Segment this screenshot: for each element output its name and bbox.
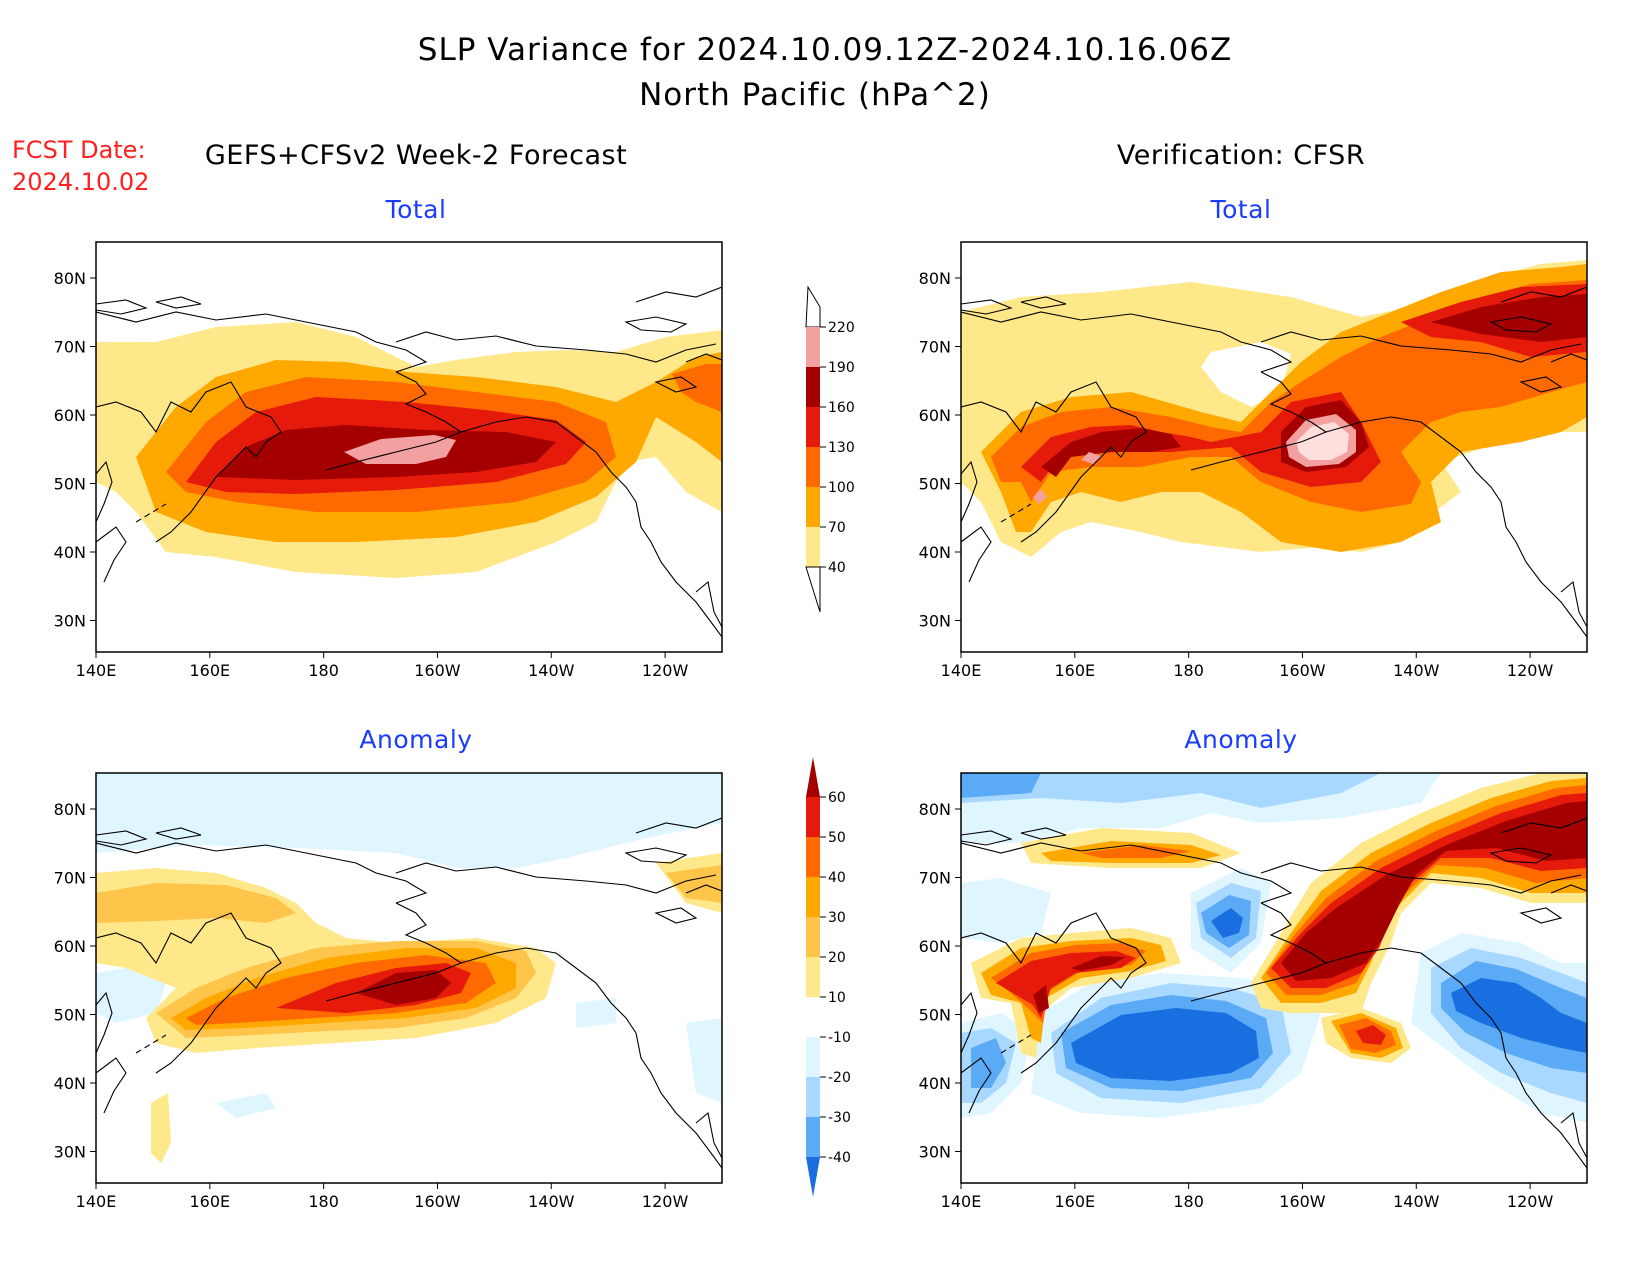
forecast-total-map: [95, 241, 723, 653]
x-tick-label: 180: [1173, 1192, 1204, 1211]
x-tick-label: 140E: [941, 661, 982, 680]
x-tick-label: 120W: [642, 1192, 689, 1211]
x-tick-label: 140E: [941, 1192, 982, 1211]
colorbar-label: 100: [828, 480, 855, 496]
verification-total-frame: [960, 241, 1588, 653]
x-tick-label: 180: [308, 661, 339, 680]
verification-total-subtitle: Total: [1210, 195, 1272, 224]
y-tick-label: 70N: [54, 338, 86, 357]
verification-anomaly-map: [960, 772, 1588, 1184]
colorbar-label: 130: [828, 440, 855, 456]
colorbar-label: 40: [828, 560, 846, 576]
fcst-date-value: 2024.10.02: [12, 168, 149, 196]
y-tick-label: 60N: [54, 937, 86, 956]
forecast-column-title: GEFS+CFSv2 Week-2 Forecast: [205, 140, 627, 171]
verification-total-map: [960, 241, 1588, 653]
anomaly-colorbar: 60 50 40 30 20 10 -10 -20 -30 -40: [806, 757, 851, 1197]
colorbar-label: -40: [828, 1150, 851, 1166]
colorbar-label: 20: [828, 950, 846, 966]
x-tick-label: 120W: [1507, 1192, 1554, 1211]
y-tick-label: 50N: [919, 1006, 951, 1025]
x-tick-label: 160E: [1054, 661, 1095, 680]
x-tick-label: 140W: [528, 661, 575, 680]
x-tick-label: 160W: [414, 661, 461, 680]
colorbar-label: 60: [828, 790, 846, 806]
forecast-anomaly-frame: [95, 772, 723, 1184]
y-tick-label: 30N: [919, 612, 951, 631]
y-tick-label: 70N: [919, 338, 951, 357]
x-tick-label: 180: [1173, 661, 1204, 680]
y-tick-label: 80N: [54, 800, 86, 819]
colorbar-label: 50: [828, 830, 846, 846]
y-tick-label: 80N: [919, 269, 951, 288]
y-tick-label: 40N: [919, 543, 951, 562]
verification-total-shading: [961, 260, 1587, 582]
verification-anomaly-subtitle: Anomaly: [1184, 725, 1297, 754]
anomaly-colorbar-labels: 60 50 40 30 20 10 -10 -20 -30 -40: [820, 790, 851, 1166]
x-tick-label: 120W: [642, 661, 689, 680]
forecast-total-subtitle: Total: [385, 195, 447, 224]
figure-subtitle: North Pacific (hPa^2): [639, 77, 991, 113]
colorbar-label: 30: [828, 910, 846, 926]
x-tick-label: 140E: [76, 1192, 117, 1211]
y-tick-label: 30N: [919, 1143, 951, 1162]
colorbar-label: 160: [828, 400, 855, 416]
y-tick-label: 60N: [919, 937, 951, 956]
forecast-total-shading: [96, 322, 722, 578]
x-tick-label: 160W: [1279, 661, 1326, 680]
y-tick-label: 80N: [54, 269, 86, 288]
axes-layer: 140E 160E 180 160W 140W 120W 80N 70N 60N 50N 40N 30…: [54, 269, 1554, 1211]
y-tick-label: 70N: [54, 869, 86, 888]
colorbar-label: 70: [828, 520, 846, 536]
x-tick-label: 160E: [189, 661, 230, 680]
figure-title: SLP Variance for 2024.10.09.12Z-2024.10.…: [418, 32, 1232, 68]
y-tick-label: 40N: [919, 1074, 951, 1093]
y-tick-label: 40N: [54, 1074, 86, 1093]
y-tick-label: 40N: [54, 543, 86, 562]
total-colorbar-labels: 220 190 160 130 100 70 40: [820, 320, 855, 576]
y-tick-label: 50N: [54, 1006, 86, 1025]
y-tick-label: 50N: [919, 475, 951, 494]
total-colorbar: 220 190 160 130 100 70 40: [805, 285, 855, 613]
forecast-anomaly-subtitle: Anomaly: [359, 725, 472, 754]
colorbar-label: 190: [828, 360, 855, 376]
y-tick-label: 60N: [54, 406, 86, 425]
x-tick-label: 180: [308, 1192, 339, 1211]
x-tick-label: 140E: [76, 661, 117, 680]
x-tick-label: 140W: [528, 1192, 575, 1211]
colorbar-label: 220: [828, 320, 855, 336]
verification-anomaly-frame: [960, 772, 1588, 1184]
verification-anomaly-shading: [961, 773, 1587, 1183]
colorbar-label: -30: [828, 1110, 851, 1126]
x-tick-label: 160W: [414, 1192, 461, 1211]
colorbar-label: 40: [828, 870, 846, 886]
forecast-anomaly-map: [95, 772, 723, 1184]
y-tick-label: 30N: [54, 1143, 86, 1162]
fcst-date-label: FCST Date:: [12, 136, 146, 164]
y-tick-label: 70N: [919, 869, 951, 888]
colorbar-label: 10: [828, 990, 846, 1006]
x-tick-label: 160E: [1054, 1192, 1095, 1211]
verification-column-title: Verification: CFSR: [1117, 140, 1365, 171]
x-tick-label: 160W: [1279, 1192, 1326, 1211]
colorbar-label: -20: [828, 1070, 851, 1086]
y-tick-label: 80N: [919, 800, 951, 819]
forecast-anomaly-shading: [96, 773, 722, 1183]
x-tick-label: 120W: [1507, 661, 1554, 680]
x-tick-label: 140W: [1393, 661, 1440, 680]
x-tick-label: 140W: [1393, 1192, 1440, 1211]
forecast-total-frame: [95, 241, 723, 653]
colorbar-label: -10: [828, 1030, 851, 1046]
y-tick-label: 50N: [54, 475, 86, 494]
y-tick-label: 60N: [919, 406, 951, 425]
y-tick-label: 30N: [54, 612, 86, 631]
x-tick-label: 160E: [189, 1192, 230, 1211]
